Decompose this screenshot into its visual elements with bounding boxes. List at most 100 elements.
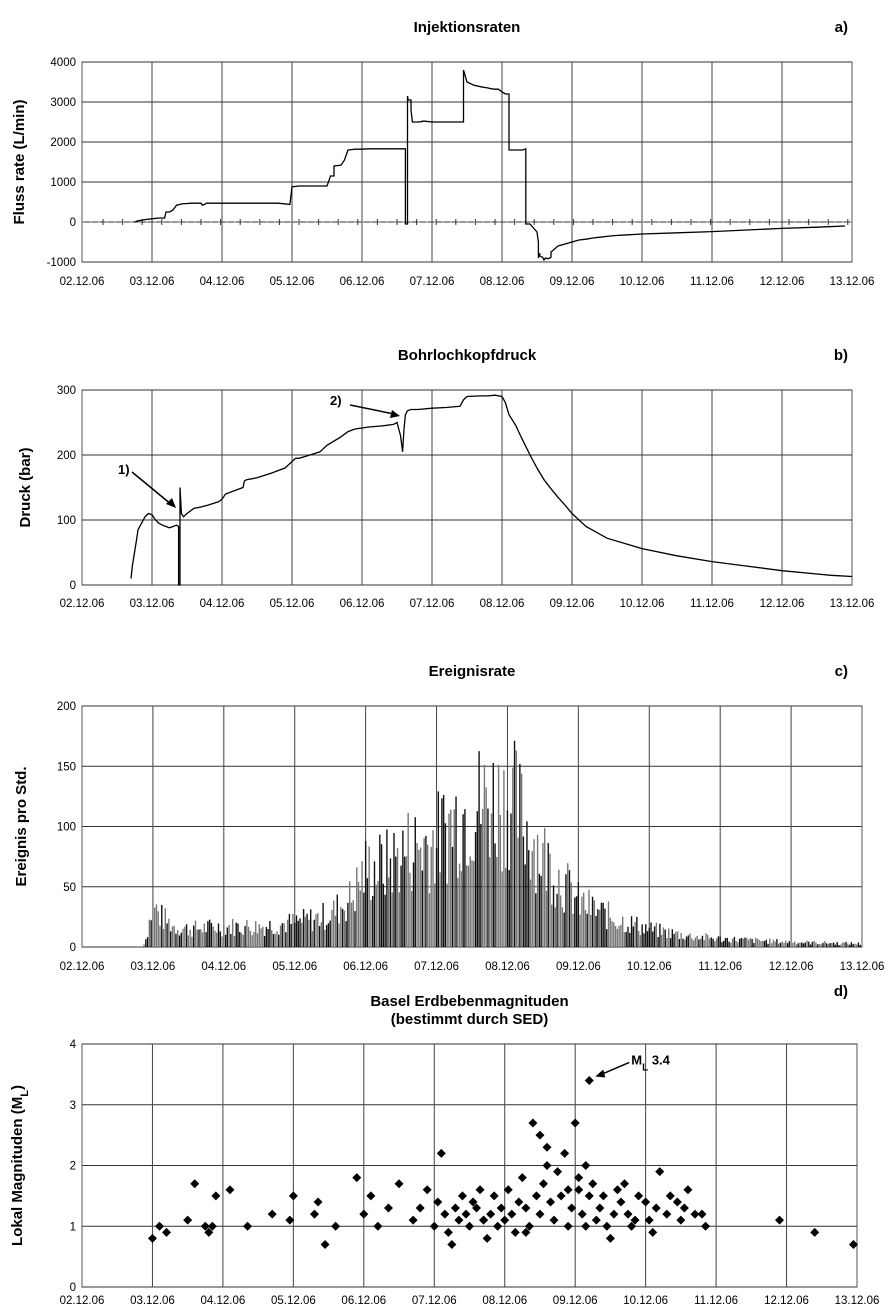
magnitude-point — [472, 1203, 482, 1213]
series-line — [130, 394, 853, 586]
x-tick-label: 05.12.06 — [271, 1295, 316, 1307]
series-line — [134, 69, 846, 262]
magnitude-point — [651, 1203, 661, 1213]
panel-b: Bohrlochkopfdruck b) 300 200 100 0 02.12.06 03.… — [17, 347, 874, 610]
y-tick-label: 3000 — [50, 97, 76, 109]
magnitude-point — [313, 1197, 323, 1207]
magnitude-point — [577, 1209, 587, 1219]
magnitude-point — [475, 1185, 485, 1195]
x-tick-label: 07.12.06 — [414, 961, 459, 973]
x-tick-label: 12.12.06 — [760, 276, 805, 288]
magnitude-point — [496, 1203, 506, 1213]
magnitude-point — [190, 1179, 200, 1189]
magnitude-point — [627, 1221, 637, 1231]
panel-a: Injektionsraten a) 4000 3000 2000 1000 0 -1000 0… — [11, 19, 874, 288]
magnitude-point — [211, 1191, 221, 1201]
magnitude-point — [538, 1179, 548, 1189]
x-tick-label: 06.12.06 — [340, 598, 385, 610]
annotation-1: 1) — [118, 462, 130, 477]
magnitude-point — [408, 1215, 418, 1225]
magnitude-point — [443, 1227, 453, 1237]
magnitude-point — [672, 1197, 682, 1207]
x-tick-label: 04.12.06 — [201, 1295, 246, 1307]
magnitude-point — [574, 1185, 584, 1195]
magnitude-point — [591, 1215, 601, 1225]
magnitude-point — [676, 1215, 686, 1225]
plot-area — [81, 61, 853, 263]
magnitude-point — [563, 1185, 573, 1195]
magnitude-point — [482, 1233, 492, 1243]
y-tick-label: 3 — [70, 1100, 76, 1112]
magnitude-point — [436, 1148, 446, 1158]
x-tick-label: 05.12.06 — [272, 961, 317, 973]
plot-area — [81, 389, 853, 586]
magnitude-point — [200, 1221, 210, 1231]
y-axis-label: Lokal Magnituden (ML) — [9, 1085, 31, 1246]
magnitude-point — [461, 1209, 471, 1219]
magnitude-point — [605, 1233, 615, 1243]
x-tick-label: 13.12.06 — [840, 961, 885, 973]
x-tick-label: 03.12.06 — [130, 1295, 175, 1307]
annotation-arrowhead-ml — [595, 1069, 606, 1078]
x-tick-label: 04.12.06 — [201, 961, 246, 973]
y-tick-label: 2 — [70, 1161, 76, 1173]
x-tick-label: 04.12.06 — [200, 276, 245, 288]
magnitude-point — [598, 1191, 608, 1201]
magnitude-point — [616, 1197, 626, 1207]
x-tick-label: 13.12.06 — [830, 276, 875, 288]
y-tick-label: 4 — [70, 1039, 77, 1051]
annotation-arrowhead-1 — [166, 498, 176, 508]
magnitude-point — [373, 1221, 383, 1231]
x-tick-label: 03.12.06 — [131, 961, 176, 973]
magnitude-point — [450, 1203, 460, 1213]
magnitude-point — [155, 1221, 164, 1231]
magnitude-point — [422, 1185, 432, 1195]
x-tick-label: 09.12.06 — [550, 598, 595, 610]
magnitude-point — [648, 1227, 658, 1237]
magnitude-point — [612, 1185, 622, 1195]
chart-subtitle: (bestimmt durch SED) — [391, 1011, 549, 1028]
magnitude-point — [521, 1203, 531, 1213]
y-tick-label: 200 — [57, 450, 76, 462]
magnitude-point — [553, 1167, 563, 1177]
y-axis-label: Fluss rate (L/min) — [11, 99, 28, 224]
magnitude-point — [310, 1209, 319, 1219]
annotation-arrow-1 — [131, 471, 173, 506]
magnitude-point — [690, 1209, 700, 1219]
chart-title: Bohrlochkopfdruck — [398, 347, 537, 364]
x-tick-label: 02.12.06 — [60, 276, 105, 288]
magnitude-point — [503, 1185, 513, 1195]
magnitude-point — [574, 1173, 584, 1183]
magnitude-point — [394, 1179, 404, 1189]
x-tick-label: 13.12.06 — [835, 1295, 880, 1307]
magnitude-point — [383, 1203, 393, 1213]
y-tick-label: 0 — [70, 1282, 76, 1294]
x-tick-label: 11.12.06 — [690, 276, 734, 288]
magnitude-point — [701, 1221, 711, 1231]
x-tick-label: 09.12.06 — [556, 961, 601, 973]
magnitude-point — [588, 1179, 598, 1189]
magnitude-point — [524, 1221, 534, 1231]
x-tick-label: 06.12.06 — [340, 276, 385, 288]
magnitude-point — [510, 1227, 520, 1237]
panel-letter: c) — [835, 663, 848, 680]
magnitude-point — [243, 1221, 253, 1231]
magnitude-point — [644, 1215, 654, 1225]
x-tick-label: 09.12.06 — [550, 276, 595, 288]
panel-d: Basel Erdbebenmagnituden(bestimmt durch … — [9, 983, 879, 1307]
magnitude-point — [584, 1075, 594, 1085]
magnitude-point — [535, 1209, 545, 1219]
x-tick-label: 07.12.06 — [412, 1295, 457, 1307]
y-tick-label: 100 — [57, 515, 76, 527]
magnitude-point — [630, 1215, 640, 1225]
magnitude-point — [514, 1197, 524, 1207]
x-tick-label: 02.12.06 — [60, 1295, 105, 1307]
chart-title: Injektionsraten — [414, 19, 521, 36]
x-tick-label: 09.12.06 — [553, 1295, 598, 1307]
magnitude-point — [162, 1227, 172, 1237]
magnitude-point — [183, 1215, 193, 1225]
magnitude-point — [641, 1197, 651, 1207]
x-tick-label: 10.12.06 — [623, 1295, 668, 1307]
magnitude-point — [567, 1203, 577, 1213]
magnitude-point — [775, 1215, 784, 1225]
